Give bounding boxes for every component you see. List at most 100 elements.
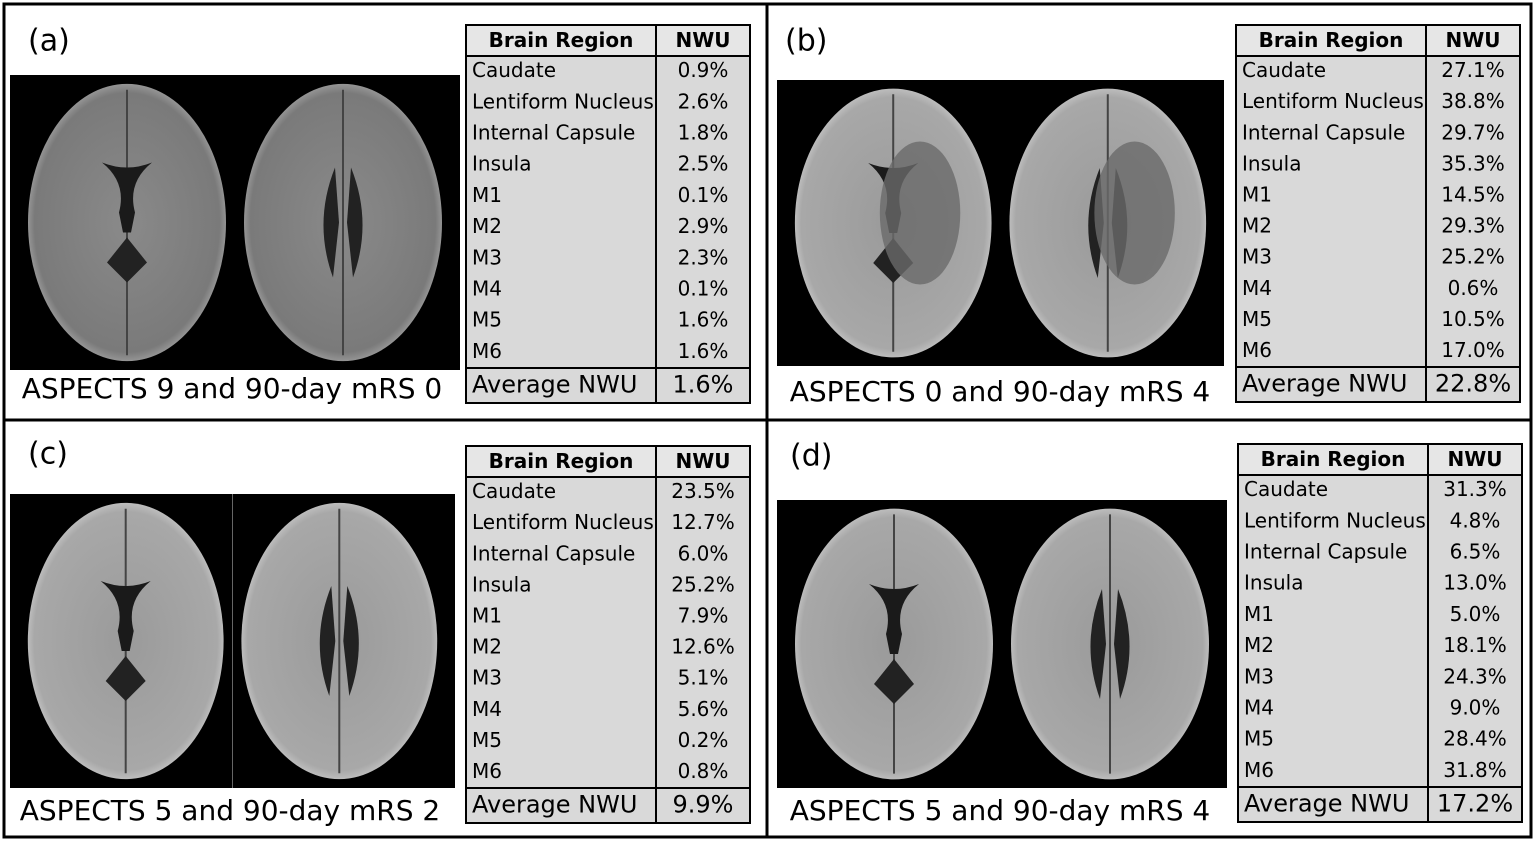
- table-header-bg: [1237, 443, 1523, 476]
- table-background: [465, 24, 751, 404]
- average-value: 9.9%: [673, 791, 734, 819]
- average-value: 1.6%: [673, 371, 734, 399]
- nwu-value: 12.6%: [671, 635, 735, 659]
- region-name: Caudate: [1244, 477, 1328, 501]
- ventricle: [1114, 589, 1130, 699]
- table-header-bg: [1235, 24, 1521, 57]
- region-name: M1: [1244, 602, 1274, 626]
- table-header: Brain Region: [1259, 28, 1404, 52]
- region-name: M2: [472, 214, 502, 238]
- nwu-value: 14.5%: [1441, 182, 1505, 206]
- nwu-value: 29.3%: [1441, 214, 1505, 238]
- infarct: [879, 141, 961, 285]
- nwu-value: 0.2%: [678, 728, 729, 752]
- region-name: M6: [472, 339, 502, 363]
- nwu-value: 28.4%: [1443, 727, 1507, 751]
- panel-label: (b): [785, 24, 827, 59]
- region-name: M4: [1242, 276, 1272, 300]
- nwu-value: 13.0%: [1443, 571, 1507, 595]
- nwu-value: 17.0%: [1441, 338, 1505, 362]
- caption: ASPECTS 5 and 90-day mRS 2: [20, 794, 440, 827]
- region-name: M6: [1244, 758, 1274, 782]
- region-name: Lentiform Nucleus: [472, 89, 654, 113]
- ventricle: [874, 659, 914, 704]
- average-value: 22.8%: [1435, 370, 1511, 398]
- region-name: Internal Capsule: [472, 541, 635, 565]
- nwu-value: 24.3%: [1443, 664, 1507, 688]
- nwu-value: 31.3%: [1443, 477, 1507, 501]
- region-name: M6: [472, 759, 502, 783]
- region-name: M3: [1242, 245, 1272, 269]
- nwu-value: 2.3%: [678, 245, 729, 269]
- caption: ASPECTS 9 and 90-day mRS 0: [22, 372, 442, 405]
- nwu-value: 5.1%: [678, 666, 729, 690]
- region-name: M3: [472, 245, 502, 269]
- average-label: Average NWU: [472, 791, 637, 819]
- region-name: M3: [472, 666, 502, 690]
- table-header-bg: [465, 24, 751, 57]
- nwu-value: 0.8%: [678, 759, 729, 783]
- region-name: Lentiform Nucleus: [472, 510, 654, 534]
- region-name: M1: [472, 603, 502, 627]
- nwu-value: 29.7%: [1441, 120, 1505, 144]
- ventricle: [869, 584, 919, 654]
- nwu-value: 38.8%: [1441, 89, 1505, 113]
- nwu-value: 35.3%: [1441, 151, 1505, 175]
- region-name: M4: [472, 277, 502, 301]
- caption: ASPECTS 0 and 90-day mRS 4: [790, 375, 1210, 408]
- ventricle: [100, 581, 151, 651]
- region-name: M4: [1244, 696, 1274, 720]
- region-name: M5: [472, 728, 502, 752]
- nwu-value: 18.1%: [1443, 633, 1507, 657]
- nwu-value: 1.6%: [678, 308, 729, 332]
- table-background: [1237, 443, 1523, 823]
- nwu-value: 0.9%: [678, 58, 729, 82]
- infarct: [1094, 141, 1175, 285]
- table-header: NWU: [1445, 28, 1500, 52]
- table-header: NWU: [675, 28, 730, 52]
- ventricle: [347, 167, 363, 278]
- ventricle: [1090, 589, 1106, 699]
- nwu-value: 25.2%: [671, 572, 735, 596]
- nwu-value: 5.0%: [1450, 602, 1501, 626]
- average-label: Average NWU: [1244, 790, 1409, 818]
- nwu-value: 10.5%: [1441, 307, 1505, 331]
- ventricle: [107, 237, 147, 283]
- region-name: M5: [1244, 727, 1274, 751]
- region-name: Insula: [472, 152, 531, 176]
- nwu-value: 4.8%: [1450, 508, 1501, 532]
- table-background: [465, 445, 751, 824]
- region-name: Lentiform Nucleus: [1242, 89, 1424, 113]
- region-name: M6: [1242, 338, 1272, 362]
- table-header: Brain Region: [489, 449, 634, 473]
- average-value: 17.2%: [1437, 790, 1513, 818]
- nwu-value: 1.8%: [678, 121, 729, 145]
- panel-label: (a): [28, 24, 70, 59]
- nwu-value: 6.5%: [1450, 540, 1501, 564]
- table-header: NWU: [1447, 447, 1502, 471]
- average-label: Average NWU: [472, 371, 637, 399]
- region-name: Internal Capsule: [1244, 540, 1407, 564]
- region-name: M2: [472, 635, 502, 659]
- nwu-value: 25.2%: [1441, 245, 1505, 269]
- table-header: NWU: [675, 449, 730, 473]
- nwu-value: 2.5%: [678, 152, 729, 176]
- nwu-value: 23.5%: [671, 479, 735, 503]
- region-name: M1: [1242, 182, 1272, 206]
- nwu-value: 0.1%: [678, 277, 729, 301]
- table-header-bg: [465, 445, 751, 478]
- region-name: Internal Capsule: [472, 121, 635, 145]
- region-name: M1: [472, 183, 502, 207]
- region-name: M3: [1244, 664, 1274, 688]
- caption: ASPECTS 5 and 90-day mRS 4: [790, 794, 1210, 827]
- region-name: Insula: [1242, 151, 1301, 175]
- region-name: Insula: [1244, 571, 1303, 595]
- region-name: Internal Capsule: [1242, 120, 1405, 144]
- ventricle: [323, 167, 339, 278]
- panel-label: (d): [790, 439, 832, 474]
- nwu-value: 9.0%: [1450, 696, 1501, 720]
- region-name: Caudate: [472, 58, 556, 82]
- region-name: Lentiform Nucleus: [1244, 508, 1426, 532]
- nwu-value: 6.0%: [678, 541, 729, 565]
